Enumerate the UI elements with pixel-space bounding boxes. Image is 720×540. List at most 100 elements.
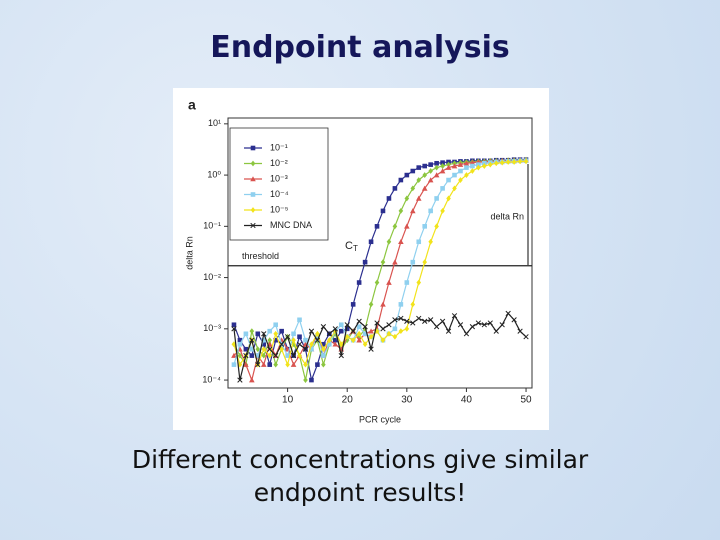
data-point <box>422 318 428 324</box>
data-point <box>368 301 374 308</box>
legend-label: 10⁻³ <box>270 173 288 183</box>
data-point <box>463 160 470 166</box>
data-point <box>434 160 439 166</box>
data-point <box>231 322 237 328</box>
data-point <box>327 341 332 347</box>
data-point <box>356 280 362 285</box>
data-point <box>386 238 392 245</box>
data-point <box>445 164 452 170</box>
data-point <box>267 352 273 359</box>
data-point <box>446 177 451 183</box>
data-point <box>470 163 475 169</box>
data-point <box>416 239 422 245</box>
data-point <box>457 322 464 328</box>
data-point <box>421 185 428 191</box>
data-point <box>350 302 356 307</box>
data-point <box>291 341 296 348</box>
data-point <box>469 324 476 330</box>
data-point <box>451 163 458 169</box>
data-point <box>380 259 386 266</box>
data-point <box>315 330 320 337</box>
data-point <box>255 353 261 358</box>
y-tick-label: 10⁻¹ <box>203 221 221 231</box>
data-point <box>434 164 439 171</box>
data-point <box>493 328 499 334</box>
data-point <box>446 161 451 168</box>
data-point <box>458 177 463 183</box>
data-point <box>231 362 237 367</box>
data-point <box>309 377 314 383</box>
data-point <box>374 224 380 229</box>
data-point <box>386 196 392 201</box>
data-point <box>404 280 410 285</box>
x-tick-label: 40 <box>461 395 473 406</box>
data-point <box>404 318 410 324</box>
data-point <box>463 331 470 337</box>
data-point <box>422 224 428 229</box>
data-point <box>433 172 440 178</box>
data-point <box>260 361 267 367</box>
data-point <box>434 196 439 201</box>
data-point <box>326 331 332 337</box>
data-point <box>440 163 445 169</box>
y-tick-label: 10⁻⁴ <box>202 374 221 384</box>
y-axis-label: delta Rn <box>184 236 194 270</box>
data-point <box>315 334 320 340</box>
data-point <box>392 333 398 340</box>
data-point <box>344 337 350 344</box>
data-point <box>267 362 273 367</box>
data-point <box>231 326 237 332</box>
data-point <box>308 328 315 334</box>
data-point <box>439 318 446 324</box>
data-point <box>273 352 279 359</box>
data-point <box>457 161 464 167</box>
data-point <box>297 317 302 323</box>
data-point <box>332 326 338 332</box>
data-point <box>255 361 261 368</box>
data-point <box>380 337 386 344</box>
legend-marker <box>250 176 256 182</box>
data-point <box>374 279 380 286</box>
data-point <box>356 337 362 343</box>
data-point <box>261 352 267 359</box>
data-point <box>410 185 416 192</box>
data-point <box>433 324 440 330</box>
data-point <box>344 322 350 328</box>
data-point <box>297 352 302 359</box>
legend-label: MNC DNA <box>270 220 312 230</box>
legend-label: 10⁻¹ <box>270 142 288 152</box>
data-point <box>278 341 285 347</box>
data-point <box>452 172 457 178</box>
data-point <box>511 317 517 323</box>
data-point <box>243 346 249 352</box>
data-point <box>285 353 290 358</box>
data-point <box>380 326 386 332</box>
data-point <box>249 353 255 358</box>
data-point <box>309 341 314 348</box>
caption-line: endpoint results! <box>253 478 467 507</box>
data-point <box>273 337 278 343</box>
data-point <box>350 328 356 334</box>
data-point <box>398 315 404 322</box>
legend-marker <box>250 145 256 151</box>
data-point <box>446 195 451 202</box>
data-point <box>290 352 297 359</box>
data-point <box>445 328 452 334</box>
data-point <box>523 334 529 340</box>
data-point <box>279 346 284 353</box>
data-point <box>243 361 249 367</box>
data-point <box>297 334 302 340</box>
data-point <box>314 337 321 343</box>
data-point <box>368 239 374 245</box>
data-point <box>386 330 392 337</box>
data-point <box>255 331 261 337</box>
legend-marker <box>250 192 256 197</box>
data-point <box>321 341 326 347</box>
data-point <box>261 341 267 347</box>
y-tick-label: 10⁰ <box>207 169 221 179</box>
y-tick-label: 10⁻² <box>203 272 221 282</box>
data-point <box>303 337 308 343</box>
plot-frame <box>227 117 533 389</box>
data-point <box>273 322 278 328</box>
data-point <box>398 328 404 335</box>
